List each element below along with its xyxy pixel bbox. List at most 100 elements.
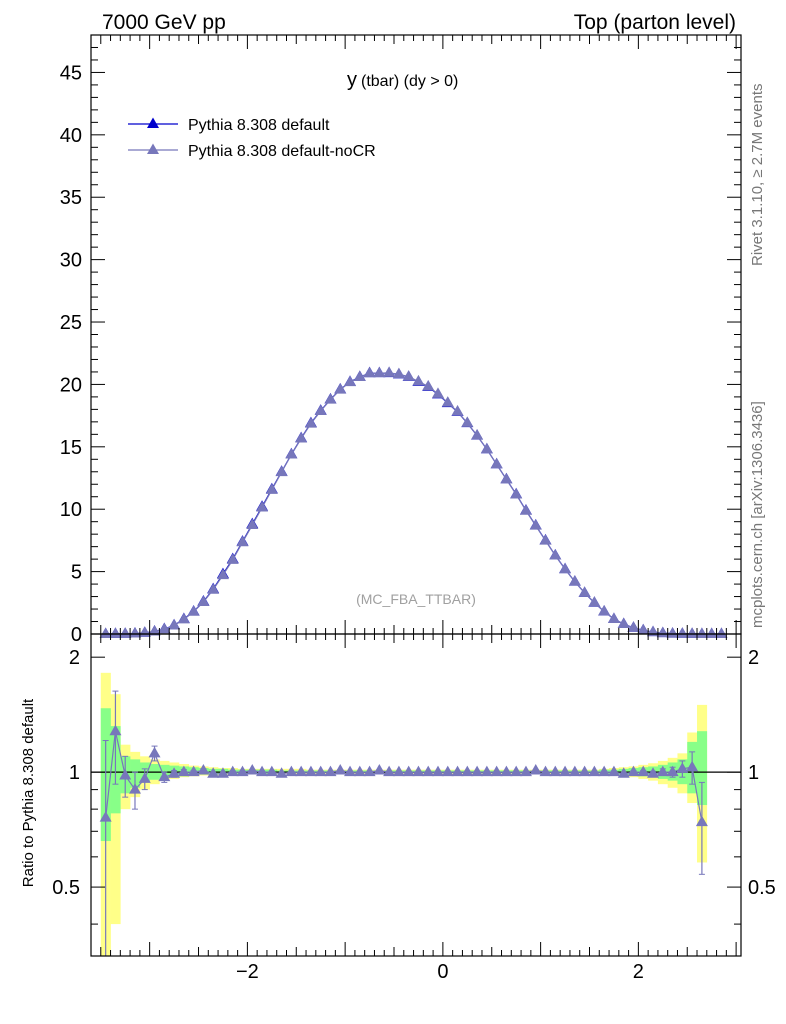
- main-point-s1-17: [265, 483, 278, 494]
- ratio-x-tick-label-2: 2: [633, 961, 644, 983]
- main-point-s1-48: [568, 575, 581, 586]
- ratio-point-4: [138, 772, 151, 783]
- ratio-point-28: [373, 763, 386, 775]
- main-point-s1-43: [519, 504, 532, 515]
- main-point-s1-30: [392, 367, 405, 379]
- main-point-s1-22: [314, 404, 327, 415]
- header-energy-label: 7000 GeV pp: [102, 11, 226, 34]
- ratio-y-tick-labels: 0.5 0.5 1 1 2 2: [52, 647, 776, 899]
- ratio-axis-ticks: [91, 634, 741, 956]
- ratio-point-48: [568, 765, 581, 777]
- main-y-tick-label-3: 15: [60, 437, 82, 459]
- ratio-point-1: [109, 724, 122, 736]
- ratio-point-0: [99, 811, 112, 822]
- ratio-plot-panel: 0.5 0.5 1 1 2 2 −2 0 2: [52, 633, 776, 983]
- main-point-s1-57: [656, 626, 669, 638]
- main-point-s1-13: [226, 553, 239, 564]
- ratio-point-56: [647, 767, 660, 778]
- main-point-s1-42: [510, 487, 523, 499]
- main-point-s1-5: [148, 625, 161, 636]
- ratio-point-31: [402, 765, 415, 777]
- main-point-s1-28: [373, 366, 386, 378]
- ratio-point-59: [676, 762, 689, 773]
- main-point-s1-38: [471, 428, 484, 440]
- ratio-point-30: [392, 765, 405, 777]
- mcplots-credit-label: mcplots.cern.ch [arXiv:1306.3436]: [749, 401, 766, 628]
- ratio-point-38: [471, 765, 484, 777]
- ratio-y-tick-label-right-2: 2: [748, 647, 759, 669]
- main-y-tick-label-0: 0: [71, 624, 82, 646]
- ratio-point-39: [480, 765, 493, 777]
- ratio-point-45: [539, 765, 552, 777]
- ratio-y-tick-label-left-2: 2: [69, 647, 80, 669]
- main-point-s1-7: [168, 618, 181, 630]
- ratio-point-12: [216, 767, 229, 778]
- main-point-s1-27: [363, 366, 376, 378]
- main-point-s1-41: [500, 472, 513, 484]
- title-variable: y: [347, 69, 357, 91]
- ratio-point-17: [265, 765, 278, 777]
- main-point-s1-62: [705, 627, 718, 638]
- ratio-point-41: [500, 765, 513, 777]
- ratio-plot-frame: [90, 633, 742, 957]
- main-point-s1-53: [617, 617, 630, 629]
- ratio-point-8: [177, 765, 190, 777]
- ratio-point-6: [158, 770, 171, 782]
- legend-marker-default: [147, 117, 159, 128]
- ratio-point-19: [285, 765, 298, 777]
- main-point-s1-32: [412, 374, 425, 386]
- ratio-point-51: [598, 765, 611, 777]
- main-point-s1-9: [187, 605, 200, 616]
- ratio-point-46: [549, 765, 562, 777]
- ratio-point-52: [607, 765, 620, 777]
- main-point-s1-10: [197, 595, 210, 607]
- main-point-s1-61: [695, 627, 708, 638]
- legend-marker-nocr: [147, 143, 159, 154]
- ratio-point-50: [588, 765, 601, 777]
- main-y-tick-label-9: 45: [60, 62, 82, 84]
- ratio-point-36: [451, 765, 464, 777]
- main-y-tick-label-7: 35: [60, 187, 82, 209]
- ratio-point-53: [617, 767, 630, 778]
- main-point-s1-6: [158, 622, 171, 634]
- title-qualifier: (tbar) (dy > 0): [361, 73, 458, 90]
- main-point-s1-2: [119, 627, 132, 638]
- main-point-s1-46: [549, 549, 562, 560]
- ratio-y-tick-label-left-1: 1: [69, 762, 80, 784]
- ratio-point-7: [168, 767, 181, 778]
- main-point-s1-49: [578, 586, 591, 597]
- ratio-y-axis-label: Ratio to Pythia 8.308 default: [20, 698, 37, 887]
- main-point-s1-31: [402, 370, 415, 381]
- ratio-point-26: [353, 765, 366, 777]
- main-y-tick-label-2: 10: [60, 499, 82, 521]
- ratio-point-29: [383, 765, 396, 777]
- main-point-s1-15: [246, 518, 259, 530]
- main-y-tick-label-4: 20: [60, 374, 82, 396]
- ratio-point-61: [695, 815, 708, 827]
- legend: Pythia 8.308 default Pythia 8.308 defaul…: [128, 117, 376, 160]
- ratio-point-54: [627, 765, 640, 777]
- ratio-point-16: [256, 765, 269, 777]
- ratio-point-42: [510, 765, 523, 777]
- main-point-s1-50: [588, 596, 601, 607]
- main-point-s1-40: [490, 457, 503, 469]
- main-point-s1-21: [304, 417, 317, 428]
- ratio-y-tick-label-right-0: 0.5: [748, 877, 776, 899]
- ratio-point-37: [461, 765, 474, 777]
- ratio-point-33: [422, 765, 435, 777]
- main-point-s1-1: [109, 627, 122, 638]
- main-point-s1-14: [236, 535, 249, 547]
- ratio-point-25: [344, 765, 357, 777]
- main-y-tick-label-1: 5: [71, 562, 82, 584]
- ratio-point-21: [304, 765, 317, 777]
- ratio-point-10: [197, 763, 210, 775]
- main-y-tick-label-5: 25: [60, 312, 82, 334]
- main-point-s1-26: [353, 370, 366, 382]
- ratio-point-5: [148, 746, 161, 758]
- main-point-s1-60: [686, 627, 699, 638]
- ratio-point-23: [324, 765, 337, 777]
- ratio-point-32: [412, 765, 425, 777]
- ratio-point-15: [246, 763, 259, 775]
- main-point-s1-58: [666, 627, 679, 638]
- main-plot-title: y (tbar) (dy > 0): [347, 69, 458, 91]
